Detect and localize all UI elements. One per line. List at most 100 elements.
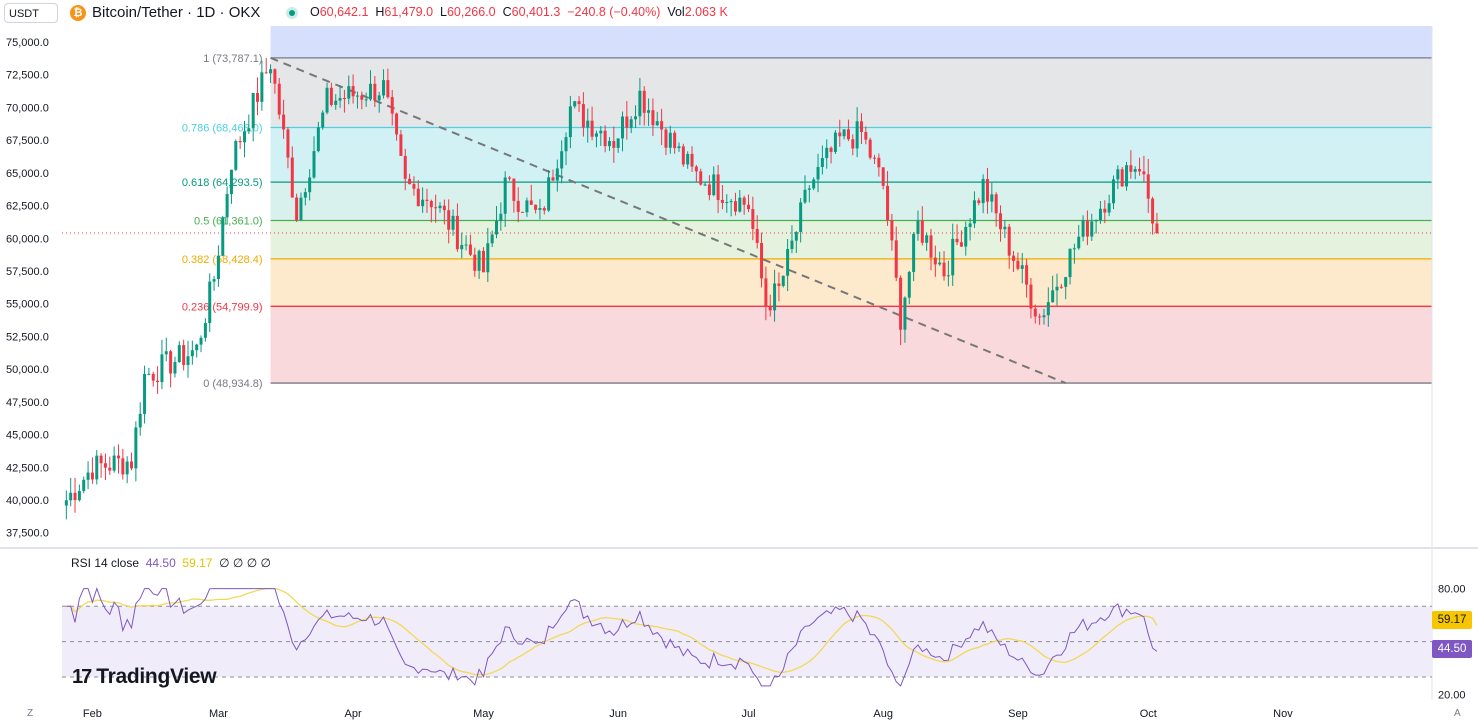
candle: [555, 159, 559, 192]
tradingview-logo[interactable]: 17 TradingView: [72, 665, 217, 689]
candle: [664, 127, 668, 156]
candle-body: [1142, 171, 1146, 175]
candle: [568, 95, 572, 149]
candle-body: [747, 204, 751, 210]
candlestick-series: [64, 58, 1159, 520]
rsi-legend[interactable]: RSI 14 close 44.50 59.17 ∅ ∅ ∅ ∅: [71, 556, 271, 570]
candle: [438, 202, 442, 213]
candle: [920, 206, 924, 246]
candle: [99, 453, 103, 478]
candle-body: [1012, 255, 1016, 261]
zoom-corner-button[interactable]: Z: [27, 708, 34, 719]
candle: [838, 119, 842, 147]
candle: [234, 139, 238, 172]
auto-scale-button[interactable]: A: [1454, 708, 1461, 719]
candle: [590, 106, 594, 141]
candle: [581, 92, 585, 137]
candle: [942, 251, 946, 281]
candle: [160, 339, 164, 390]
price-tick-label: 65,000.0: [6, 168, 49, 180]
candle: [655, 111, 659, 126]
fib-label-0: 0 (48,934.8): [203, 378, 262, 390]
candle: [216, 245, 220, 287]
trend-line[interactable]: [270, 56, 1067, 385]
candle: [586, 108, 590, 143]
price-axis[interactable]: 75,000.0 72,500.0 70,000.0 67,500.0 65,000.0…: [0, 26, 1478, 700]
candle: [712, 166, 716, 197]
candle: [355, 91, 359, 109]
candle: [794, 231, 798, 253]
candle-body: [855, 121, 859, 149]
candle-body: [1020, 265, 1024, 269]
candle-body: [786, 249, 790, 276]
candle-body: [668, 132, 672, 148]
symbol-search-box[interactable]: USDT: [4, 3, 58, 23]
candle-body: [1068, 248, 1072, 278]
candle-body: [820, 158, 824, 168]
candle-body: [377, 95, 381, 101]
candle-body: [416, 188, 420, 207]
candle: [816, 153, 820, 193]
candle: [651, 98, 655, 137]
candle: [134, 421, 138, 482]
candle-body: [395, 113, 399, 135]
chart-title[interactable]: Bitcoin/Tether · 1D · OKX: [92, 4, 261, 21]
candle-body: [173, 362, 177, 374]
price-tick-label: 42,500.0: [6, 462, 49, 474]
candle-body: [573, 101, 577, 107]
candle: [203, 318, 207, 342]
candle: [82, 476, 86, 494]
candle-body: [1094, 220, 1098, 222]
fib-label-0.5: 0.5 (61,361.0): [194, 215, 263, 227]
candle: [851, 134, 855, 156]
candle-body: [542, 208, 546, 211]
candle: [290, 146, 294, 198]
candle-body: [308, 177, 312, 193]
candle-body: [838, 132, 842, 137]
fibonacci-retracement[interactable]: 1 (73,787.1) 0.786 (68,468.0) 0.618 (64,29…: [182, 26, 1432, 390]
candle-body: [647, 110, 651, 113]
dashed-trend-line[interactable]: [270, 56, 1067, 385]
candle: [629, 115, 633, 134]
candle-body: [625, 116, 629, 128]
candle: [1116, 165, 1120, 190]
candle: [677, 142, 681, 152]
candle: [421, 187, 425, 213]
candle: [807, 185, 811, 203]
candle: [660, 108, 664, 146]
candle-body: [82, 479, 86, 492]
candle: [1012, 251, 1016, 272]
candle-body: [503, 177, 507, 214]
candle-body: [629, 119, 633, 128]
candle: [1125, 161, 1129, 191]
candle: [534, 204, 538, 214]
candle-body: [899, 277, 903, 330]
candle: [781, 275, 785, 288]
candle: [751, 196, 755, 241]
price-tick-label: 45,000.0: [6, 430, 49, 442]
candle-body: [282, 114, 286, 130]
candle-body: [577, 101, 581, 105]
candle-body: [403, 155, 407, 179]
candle-body: [160, 354, 164, 383]
candle-body: [999, 213, 1003, 230]
candle: [434, 194, 438, 223]
candle: [377, 91, 381, 113]
candle: [481, 247, 485, 273]
candle: [738, 190, 742, 213]
candle: [864, 126, 868, 145]
candle-body: [581, 104, 585, 128]
time-axis[interactable]: Feb Mar Apr May Jun Jul Aug Sep Oct Nov: [83, 708, 1293, 720]
candle-body: [147, 373, 151, 375]
candle: [90, 457, 94, 484]
candle-body: [1151, 198, 1155, 224]
rsi-band-fill: [62, 606, 1432, 678]
candle: [1103, 200, 1107, 224]
rsi-pane[interactable]: 80.00 20.00: [62, 584, 1466, 702]
candle-body: [390, 97, 394, 114]
candle-body: [755, 228, 759, 243]
candle-body: [216, 255, 220, 280]
candle: [529, 184, 533, 206]
tradingview-logo-text: TradingView: [96, 665, 217, 688]
